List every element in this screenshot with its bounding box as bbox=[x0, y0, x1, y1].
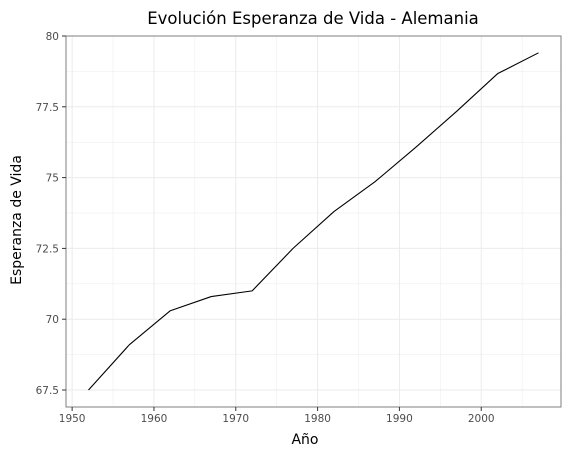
y-axis-ticks: 67.5 70 72.5 75 77.5 80 bbox=[36, 31, 66, 397]
x-tick-label: 1960 bbox=[141, 413, 168, 425]
y-axis-title: Esperanza de Vida bbox=[9, 155, 25, 285]
series-line bbox=[88, 52, 539, 391]
series-layer bbox=[88, 52, 539, 391]
y-tick-label: 70 bbox=[46, 314, 59, 326]
y-tick-label: 75 bbox=[46, 173, 59, 185]
x-tick-label: 1990 bbox=[386, 413, 413, 425]
y-tick-label: 72.5 bbox=[36, 243, 59, 255]
minor-gridlines bbox=[66, 36, 561, 407]
y-tick-label: 67.5 bbox=[36, 385, 59, 397]
x-axis-title: Año bbox=[291, 432, 318, 448]
x-tick-label: 2000 bbox=[468, 413, 495, 425]
chart-title: Evolución Esperanza de Vida - Alemania bbox=[147, 9, 479, 28]
y-tick-label: 80 bbox=[46, 31, 59, 43]
y-tick-label: 77.5 bbox=[36, 102, 59, 114]
plot-border bbox=[65, 35, 562, 408]
x-axis-ticks: 1950 1960 1970 1980 1990 2000 bbox=[59, 407, 495, 425]
x-tick-label: 1950 bbox=[59, 413, 86, 425]
plot-panel bbox=[66, 36, 561, 407]
x-tick-label: 1980 bbox=[304, 413, 331, 425]
x-tick-label: 1970 bbox=[222, 413, 249, 425]
